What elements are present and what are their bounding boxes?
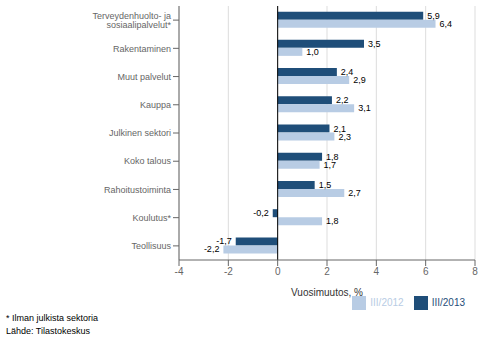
svg-text:0: 0 — [275, 266, 281, 277]
svg-text:Koulutus*: Koulutus* — [132, 213, 171, 223]
html-text:III/2012: III/2012 — [370, 296, 404, 308]
svg-text:-2,2: -2,2 — [204, 244, 220, 254]
svg-text:3,1: 3,1 — [358, 103, 371, 113]
svg-text:1,5: 1,5 — [319, 180, 332, 190]
svg-text:1,7: 1,7 — [324, 160, 337, 170]
svg-text:1,8: 1,8 — [326, 151, 339, 162]
svg-text:-0,2: -0,2 — [253, 208, 269, 218]
svg-text:1,0: 1,0 — [306, 47, 319, 57]
svg-text:8: 8 — [472, 266, 478, 277]
svg-text:Vuosimuutos, %: Vuosimuutos, % — [291, 287, 363, 298]
svg-text:Teollisuus: Teollisuus — [131, 241, 171, 251]
html-text:III/2013: III/2013 — [431, 296, 465, 308]
svg-text:-2: -2 — [224, 266, 233, 277]
svg-text:Muut palvelut: Muut palvelut — [117, 72, 171, 82]
svg-text:Rahoitustoiminta: Rahoitustoiminta — [104, 185, 171, 195]
svg-text:Koko talous: Koko talous — [124, 156, 172, 166]
svg-text:Julkinen sektori: Julkinen sektori — [109, 128, 171, 138]
svg-text:2,7: 2,7 — [348, 188, 361, 198]
svg-text:5,9: 5,9 — [427, 11, 440, 21]
svg-text:6,4: 6,4 — [440, 19, 453, 29]
svg-text:-4: -4 — [175, 266, 184, 277]
svg-text:2,3: 2,3 — [338, 132, 351, 142]
svg-text:3,5: 3,5 — [368, 39, 381, 49]
svg-text:2,9: 2,9 — [353, 75, 366, 85]
svg-text:Kauppa: Kauppa — [140, 100, 171, 110]
svg-text:2,1: 2,1 — [333, 123, 346, 134]
html-text:Lähde: Tilastokeskus: Lähde: Tilastokeskus — [6, 326, 91, 336]
svg-text:2,2: 2,2 — [336, 95, 349, 105]
svg-text:4: 4 — [374, 266, 380, 277]
svg-text:6: 6 — [423, 266, 429, 277]
html-text:* Ilman julkista sektoria: * Ilman julkista sektoria — [6, 313, 98, 323]
svg-text:Rakentaminen: Rakentaminen — [113, 44, 171, 54]
svg-text:2: 2 — [324, 266, 330, 277]
svg-text:-1,7: -1,7 — [216, 236, 232, 247]
svg-text:2,4: 2,4 — [341, 67, 354, 77]
svg-text:Terveydenhuolto- jasosiaalipal: Terveydenhuolto- jasosiaalipalvelut* — [92, 11, 171, 30]
svg-text:1,8: 1,8 — [326, 216, 339, 226]
